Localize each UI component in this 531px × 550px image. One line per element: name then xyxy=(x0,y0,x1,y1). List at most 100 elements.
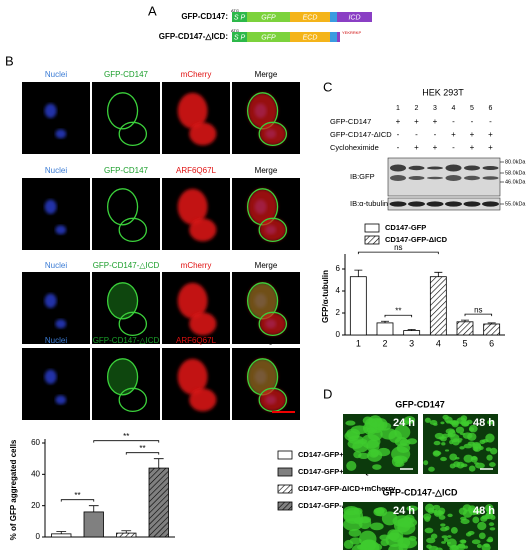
nucleus xyxy=(55,395,67,405)
y-tick-label: 40 xyxy=(31,469,40,478)
cell xyxy=(348,435,364,444)
condition-sign: + xyxy=(470,130,475,139)
segment-label: ECD xyxy=(303,14,318,21)
cell xyxy=(444,449,450,452)
cell xyxy=(349,537,362,545)
panel-letter: C xyxy=(323,79,332,94)
y-tick-label: 60 xyxy=(31,438,40,447)
tail-segment xyxy=(337,32,340,42)
cell xyxy=(424,527,434,534)
cell xyxy=(348,529,362,537)
group-label: GFP-CD147-△ICD xyxy=(383,487,458,497)
cell xyxy=(477,521,487,531)
green-signal xyxy=(106,92,139,130)
band xyxy=(482,201,499,207)
x-tick-label: 4 xyxy=(436,338,441,348)
condition-sign: - xyxy=(489,117,492,126)
channel-label: GFP-CD147-△ICD xyxy=(93,336,160,345)
cell xyxy=(362,416,373,425)
cell xyxy=(468,465,476,472)
bar xyxy=(376,322,394,336)
cell xyxy=(460,415,468,422)
cell xyxy=(432,504,441,510)
bar xyxy=(403,330,421,336)
cell xyxy=(468,424,478,433)
green-signal xyxy=(118,311,148,337)
cell xyxy=(440,523,446,527)
nucleus xyxy=(44,199,57,214)
cell xyxy=(353,451,362,459)
cell xyxy=(433,422,438,426)
cell xyxy=(428,466,435,472)
nucleus xyxy=(44,369,57,384)
channel-label: Merge xyxy=(255,336,278,345)
channel-label: GFP-CD147-△ICD xyxy=(93,261,160,270)
condition-label: GFP-CD147 xyxy=(330,117,371,126)
cell xyxy=(488,522,495,527)
band xyxy=(390,175,406,181)
channel-label: Merge xyxy=(255,261,278,270)
cell xyxy=(470,456,478,460)
construct-segment xyxy=(232,32,247,42)
error-bar xyxy=(153,458,164,469)
condition-sign: - xyxy=(471,117,474,126)
cell xyxy=(455,426,465,434)
band xyxy=(445,175,462,181)
time-label: 48 h xyxy=(473,505,495,517)
panel-letter: D xyxy=(323,386,332,401)
cell xyxy=(430,533,438,539)
cell xyxy=(489,462,496,467)
construct-segment xyxy=(290,12,330,22)
cell xyxy=(406,505,418,512)
y-axis-label: % of GFP aggregated cells xyxy=(9,439,18,540)
micrograph xyxy=(22,272,90,344)
micrograph xyxy=(92,272,160,344)
lane-number: 2 xyxy=(415,105,419,112)
cell xyxy=(426,544,432,549)
cell xyxy=(449,453,458,461)
significance-bracket xyxy=(384,314,413,318)
cell xyxy=(480,516,488,522)
cell xyxy=(449,463,456,469)
time-label: 48 h xyxy=(473,417,495,429)
x-tick-label: 5 xyxy=(462,338,467,348)
channel-label: Nuclei xyxy=(45,70,67,79)
condition-sign: + xyxy=(470,143,475,152)
bar xyxy=(51,533,72,538)
cell xyxy=(475,509,481,512)
cell xyxy=(359,530,377,548)
cell xyxy=(466,419,473,425)
cell xyxy=(424,417,431,423)
panel-letter: A xyxy=(148,3,157,18)
error-bar xyxy=(461,319,469,322)
construct-segment xyxy=(247,12,290,22)
cell xyxy=(441,433,450,439)
cell-line: HEK 293T xyxy=(422,87,464,97)
marker-label: 58.0kDa xyxy=(505,170,526,176)
significance-bracket xyxy=(357,251,439,255)
significance-label: ** xyxy=(139,444,145,453)
blot xyxy=(387,157,501,197)
blot-label: IB:GFP xyxy=(350,172,375,181)
cell xyxy=(472,443,482,452)
red-signal xyxy=(259,218,287,242)
band xyxy=(445,164,462,172)
time-label: 24 h xyxy=(393,505,415,517)
condition-sign: + xyxy=(433,117,438,126)
channel-label: ARF6Q67L xyxy=(176,336,217,345)
red-signal xyxy=(247,92,278,129)
legend-swatch xyxy=(364,235,380,245)
nucleus xyxy=(44,103,57,119)
micrograph xyxy=(92,178,160,250)
cell xyxy=(433,440,441,446)
cell xyxy=(471,539,481,545)
channel-label: GFP-CD147 xyxy=(104,166,149,175)
lane-number: 3 xyxy=(433,105,437,112)
red-signal xyxy=(189,218,217,242)
legend-swatch xyxy=(277,484,293,494)
cell xyxy=(373,507,385,514)
red-signal xyxy=(189,122,217,146)
cell xyxy=(343,507,364,524)
cell xyxy=(460,516,467,521)
cell xyxy=(454,457,460,460)
